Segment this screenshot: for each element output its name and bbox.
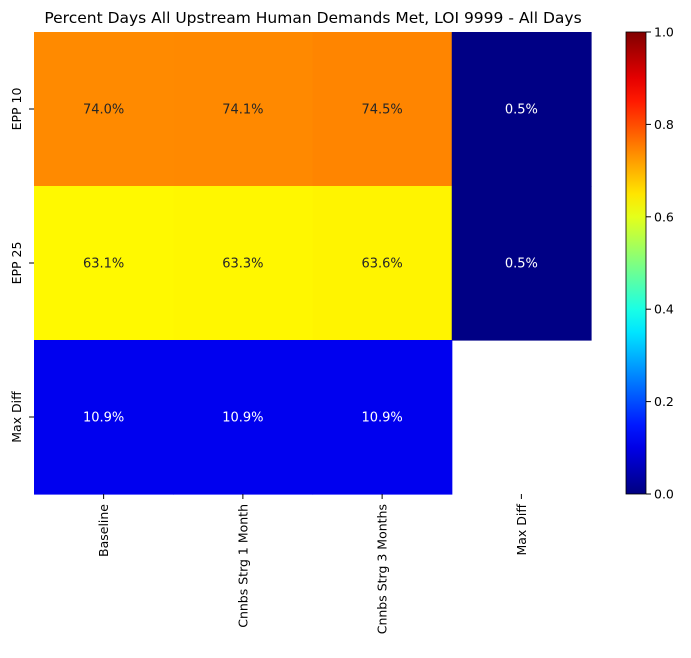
colorbar: 0.0 0.2 0.4 0.6 0.8 1.0 bbox=[625, 25, 674, 502]
heatmap-cell bbox=[312, 186, 453, 341]
heatmap-cell bbox=[34, 32, 174, 187]
cell-label: 74.5% bbox=[361, 103, 402, 118]
x-tick-label: Cnnbs Strg 1 Month bbox=[235, 504, 250, 628]
cell-label: 10.9% bbox=[222, 411, 263, 426]
heatmap-cell bbox=[312, 32, 453, 187]
cell-label: 74.1% bbox=[222, 103, 263, 118]
x-tick-label: Max Diff bbox=[514, 504, 529, 556]
colorbar-tick-label: 0.0 bbox=[654, 487, 674, 502]
y-tick-label: Max Diff bbox=[9, 391, 24, 443]
heatmap-cell bbox=[451, 32, 592, 187]
cell-label: 74.0% bbox=[83, 103, 124, 118]
heatmap-cell bbox=[173, 186, 314, 341]
heatmap-cell bbox=[173, 32, 314, 187]
x-tick-label: Baseline bbox=[96, 504, 111, 557]
colorbar-tick-label: 0.6 bbox=[654, 209, 674, 224]
heatmap-cell bbox=[34, 340, 174, 495]
x-axis: Baseline Cnnbs Strg 1 Month Cnnbs Strg 3 M… bbox=[96, 494, 529, 634]
cell-label: 63.1% bbox=[83, 257, 124, 272]
cell-label: 10.9% bbox=[361, 411, 402, 426]
colorbar-tick-label: 1.0 bbox=[654, 25, 674, 40]
colorbar-frame bbox=[625, 31, 647, 495]
cell-label: 63.6% bbox=[361, 257, 402, 272]
cell-label: 10.9% bbox=[83, 411, 124, 426]
cell-label: 63.3% bbox=[222, 257, 263, 272]
chart-title: Percent Days All Upstream Human Demands … bbox=[44, 9, 581, 27]
colorbar-gradient bbox=[626, 32, 646, 494]
colorbar-tick-label: 0.8 bbox=[654, 117, 674, 132]
y-tick-label: EPP 10 bbox=[9, 88, 24, 131]
colorbar-tick-label: 0.2 bbox=[654, 394, 674, 409]
heatmap-cell bbox=[451, 186, 592, 341]
cell-label: 0.5% bbox=[505, 257, 538, 272]
y-axis: EPP 10 EPP 25 Max Diff bbox=[9, 88, 34, 443]
x-tick-label: Cnnbs Strg 3 Months bbox=[375, 504, 390, 634]
heatmap-cell bbox=[173, 340, 314, 495]
heatmap-cell bbox=[34, 186, 174, 341]
colorbar-tick-label: 0.4 bbox=[654, 302, 674, 317]
cell-label: 0.5% bbox=[505, 103, 538, 118]
heatmap-cell bbox=[312, 340, 453, 495]
heatmap-cells: 74.0% 74.1% 74.5% 0.5% 63.1% 63.3% 63.6% 0.5% 10… bbox=[34, 32, 592, 495]
y-tick-label: EPP 25 bbox=[9, 242, 24, 285]
